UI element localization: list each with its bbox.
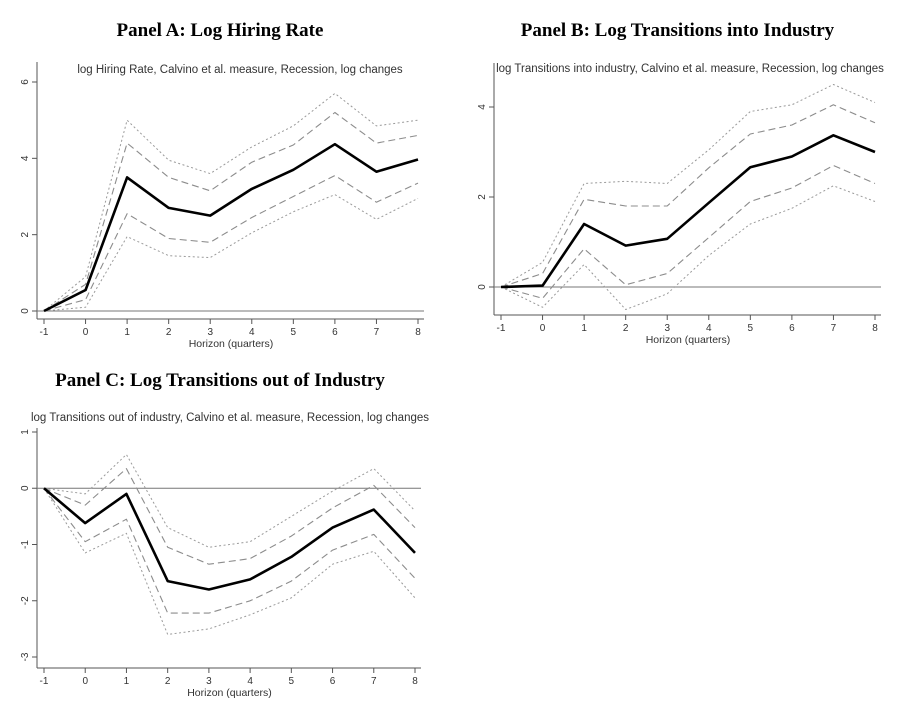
series-line-point-estimate-c	[43, 487, 416, 591]
x-tick-label-c: 6	[330, 676, 336, 687]
x-tick-label-a: 6	[332, 327, 338, 338]
series-line-point-estimate-b	[500, 134, 876, 289]
x-tick-label-b: 7	[831, 323, 837, 334]
chart-title-b: log Transitions into industry, Calvino e…	[496, 63, 884, 75]
series-line-upper-outer-band-a	[43, 92, 419, 312]
x-axis-label-c: Horizon (quarters)	[187, 687, 272, 699]
y-tick-label-a: 0	[20, 308, 31, 314]
x-tick-label-a: 5	[291, 327, 297, 338]
x-tick-label-b: 8	[872, 323, 878, 334]
series-line-lower-inner-band-c	[43, 487, 416, 614]
panel-b-heading: Panel B: Log Transitions into Industry	[520, 20, 835, 41]
series-line-upper-inner-band-a	[43, 111, 419, 312]
x-tick-label-a: -1	[40, 327, 49, 338]
x-tick-label-c: 1	[124, 676, 130, 687]
x-tick-label-a: 7	[374, 327, 380, 338]
x-tick-label-c: 7	[371, 676, 377, 687]
x-tick-label-b: 0	[540, 323, 546, 334]
panel-c-heading: Panel C: Log Transitions out of Industry	[55, 370, 385, 391]
x-tick-label-a: 4	[249, 327, 255, 338]
chart-title-c: log Transitions out of industry, Calvino…	[31, 412, 429, 424]
y-tick-label-b: 2	[477, 194, 488, 200]
y-tick-label-a: 6	[20, 79, 31, 85]
series-line-lower-outer-band-b	[500, 185, 876, 310]
series-line-lower-inner-band-b	[500, 164, 876, 299]
x-axis-label-b: Horizon (quarters)	[646, 334, 731, 346]
x-tick-label-c: 2	[165, 676, 171, 687]
y-tick-label-c: 1	[20, 429, 31, 435]
x-tick-label-a: 3	[207, 327, 213, 338]
x-tick-label-b: 5	[748, 323, 754, 334]
panel-a-heading: Panel A: Log Hiring Rate	[116, 20, 324, 41]
series-line-lower-inner-band-a	[43, 174, 419, 312]
series-line-upper-outer-band-c	[43, 454, 416, 548]
x-tick-label-b: 1	[581, 323, 587, 334]
y-tick-label-a: 2	[20, 231, 31, 237]
series-line-upper-inner-band-b	[500, 104, 876, 288]
x-tick-label-b: 6	[789, 323, 795, 334]
x-tick-label-b: 3	[664, 323, 670, 334]
y-tick-label-c: -3	[20, 652, 31, 661]
chart-title-a: log Hiring Rate, Calvino et al. measure,…	[77, 64, 403, 76]
x-tick-label-a: 1	[124, 327, 130, 338]
x-axis-label-a: Horizon (quarters)	[189, 338, 274, 350]
series-line-upper-inner-band-c	[43, 468, 416, 565]
y-tick-label-c: 0	[20, 485, 31, 491]
x-tick-label-c: 4	[247, 676, 253, 687]
x-tick-label-c: -1	[40, 676, 49, 687]
x-tick-label-b: 2	[623, 323, 629, 334]
x-tick-label-a: 2	[166, 327, 172, 338]
x-tick-label-c: 5	[289, 676, 295, 687]
y-tick-label-c: -1	[20, 540, 31, 549]
series-line-point-estimate-a	[43, 142, 419, 313]
series-line-lower-outer-band-a	[43, 194, 419, 312]
y-tick-label-b: 0	[477, 284, 488, 290]
y-tick-label-b: 4	[477, 104, 488, 110]
x-tick-label-c: 3	[206, 676, 212, 687]
series-line-lower-outer-band-c	[43, 488, 416, 635]
x-tick-label-a: 8	[415, 327, 421, 338]
y-tick-label-c: -2	[20, 596, 31, 605]
x-tick-label-c: 0	[82, 676, 88, 687]
y-tick-label-a: 4	[20, 155, 31, 161]
x-tick-label-a: 0	[83, 327, 89, 338]
x-tick-label-b: 4	[706, 323, 712, 334]
x-tick-label-b: -1	[497, 323, 506, 334]
x-tick-label-c: 8	[412, 676, 418, 687]
